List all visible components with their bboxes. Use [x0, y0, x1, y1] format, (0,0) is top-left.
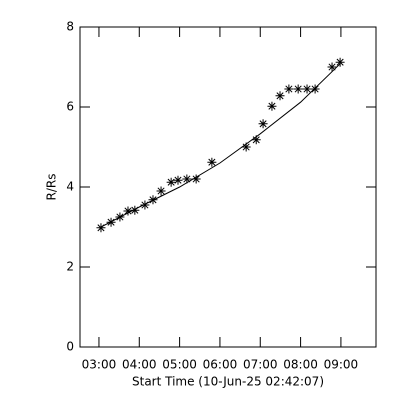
fit-line: [100, 63, 341, 228]
point: [191, 174, 201, 184]
point: [106, 217, 116, 227]
x-tick-label: 03:00: [82, 358, 117, 372]
x-tick-label: 06:00: [203, 358, 238, 372]
y-tick-label: 0: [66, 340, 74, 354]
point: [140, 200, 150, 210]
x-tick-label: 04:00: [122, 358, 157, 372]
x-tick-label: 05:00: [162, 358, 197, 372]
point: [182, 174, 192, 184]
y-tick-label: 6: [66, 100, 74, 114]
point: [327, 62, 337, 72]
point: [207, 157, 217, 167]
point: [130, 205, 140, 215]
x-tick-label: 07:00: [243, 358, 278, 372]
point: [166, 177, 176, 187]
point: [310, 84, 320, 94]
point: [241, 142, 251, 152]
point: [267, 101, 277, 111]
y-tick-label: 4: [66, 180, 74, 194]
y-tick-label: 2: [66, 260, 74, 274]
point: [293, 84, 303, 94]
point: [148, 195, 158, 205]
point: [173, 175, 183, 185]
point: [96, 223, 106, 233]
point: [251, 135, 261, 145]
point: [284, 84, 294, 94]
point: [123, 206, 133, 216]
y-tick-label: 8: [66, 20, 74, 34]
point: [115, 212, 125, 222]
point: [258, 119, 268, 129]
point: [335, 57, 345, 67]
point: [156, 186, 166, 196]
x-tick-label: 08:00: [283, 358, 318, 372]
point: [275, 91, 285, 101]
plot-frame: [79, 26, 377, 348]
y-axis-label: R/Rs: [45, 174, 59, 201]
x-tick-label: 09:00: [324, 358, 359, 372]
x-axis-label: Start Time (10-Jun-25 02:42:07): [132, 375, 324, 389]
point: [302, 84, 312, 94]
